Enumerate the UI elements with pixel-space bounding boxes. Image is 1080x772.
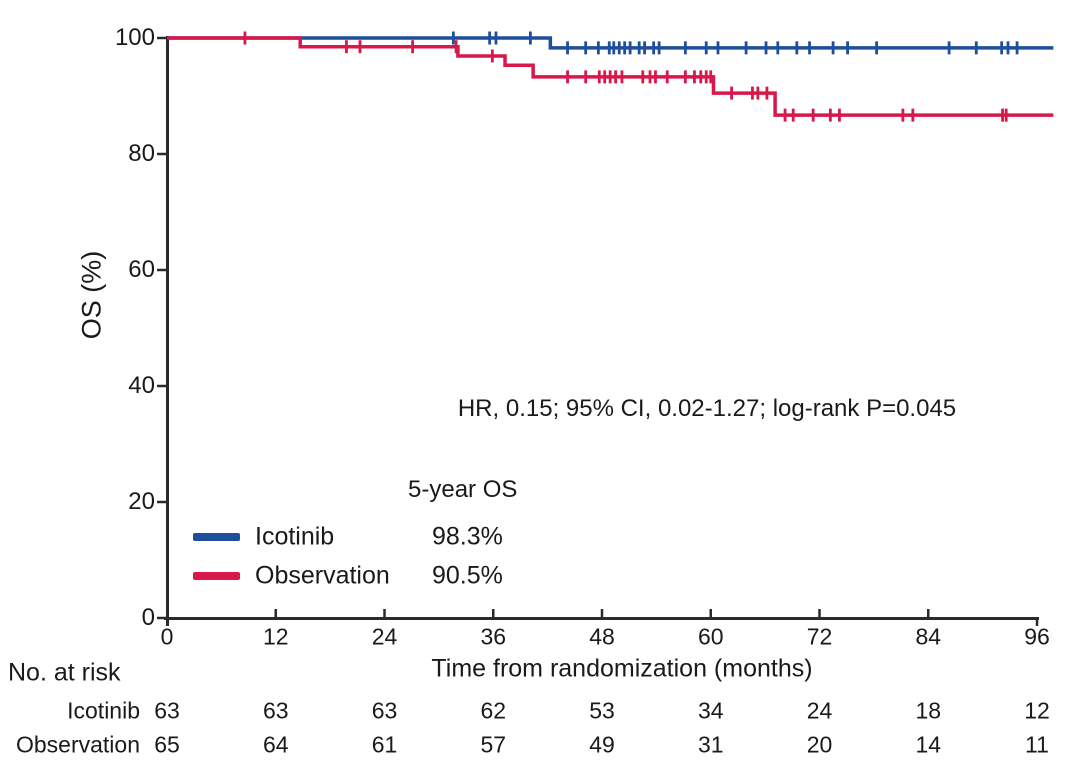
legend-label-icotinib: Icotinib	[255, 522, 335, 551]
x-tick-label: 96	[1024, 623, 1050, 650]
risk-value: 24	[806, 697, 833, 724]
risk-value: 63	[154, 697, 180, 724]
x-tick-label: 36	[480, 623, 507, 650]
x-tick-label: 12	[262, 623, 289, 650]
x-axis-title: Time from randomization (months)	[431, 654, 813, 683]
risk-value: 57	[480, 731, 507, 758]
x-tick-label: 48	[589, 623, 615, 650]
y-tick-label: 40	[128, 372, 155, 399]
y-tick-label: 20	[128, 488, 155, 515]
risk-value: 64	[262, 731, 289, 758]
y-tick-label: 100	[114, 24, 155, 51]
observation-line-swatch	[193, 572, 240, 580]
risk-value: 31	[697, 731, 724, 758]
risk-value: 34	[697, 697, 724, 724]
x-tick-label: 0	[160, 623, 174, 650]
x-tick-label: 24	[371, 623, 398, 650]
risk-value: 63	[371, 697, 398, 724]
stats-annotation: HR, 0.15; 95% CI, 0.02-1.27; log-rank P=…	[457, 395, 957, 422]
risk-value: 12	[1024, 697, 1050, 724]
x-tick-label: 60	[697, 623, 724, 650]
risk-value: 61	[371, 731, 398, 758]
risk-value: 20	[806, 731, 833, 758]
legend-label-observation: Observation	[255, 561, 390, 590]
risk-value: 18	[915, 697, 942, 724]
x-tick-label: 72	[806, 623, 833, 650]
risk-value: 11	[1025, 731, 1049, 758]
risk-value: 14	[915, 731, 942, 758]
legend-value-observation: 90.5%	[432, 561, 503, 590]
icotinib-line-swatch	[193, 533, 240, 541]
risk-row-label: Observation	[15, 731, 140, 758]
risk-value: 65	[154, 731, 180, 758]
risk-row-label: Icotinib	[67, 697, 140, 724]
km-curve-icotinib	[167, 36, 1054, 50]
y-tick-label: 60	[128, 256, 155, 283]
risk-value: 63	[262, 697, 289, 724]
y-tick-label: 0	[141, 604, 155, 631]
x-tick-label: 84	[915, 623, 942, 650]
legend-header: 5-year OS	[408, 476, 518, 503]
risk-value: 49	[589, 731, 615, 758]
risk-table-title: No. at risk	[8, 658, 121, 687]
legend-value-icotinib: 98.3%	[432, 522, 503, 551]
y-tick-label: 80	[128, 140, 155, 167]
km-curve-observation	[167, 36, 1054, 117]
risk-value: 53	[589, 697, 615, 724]
risk-value: 62	[480, 697, 507, 724]
